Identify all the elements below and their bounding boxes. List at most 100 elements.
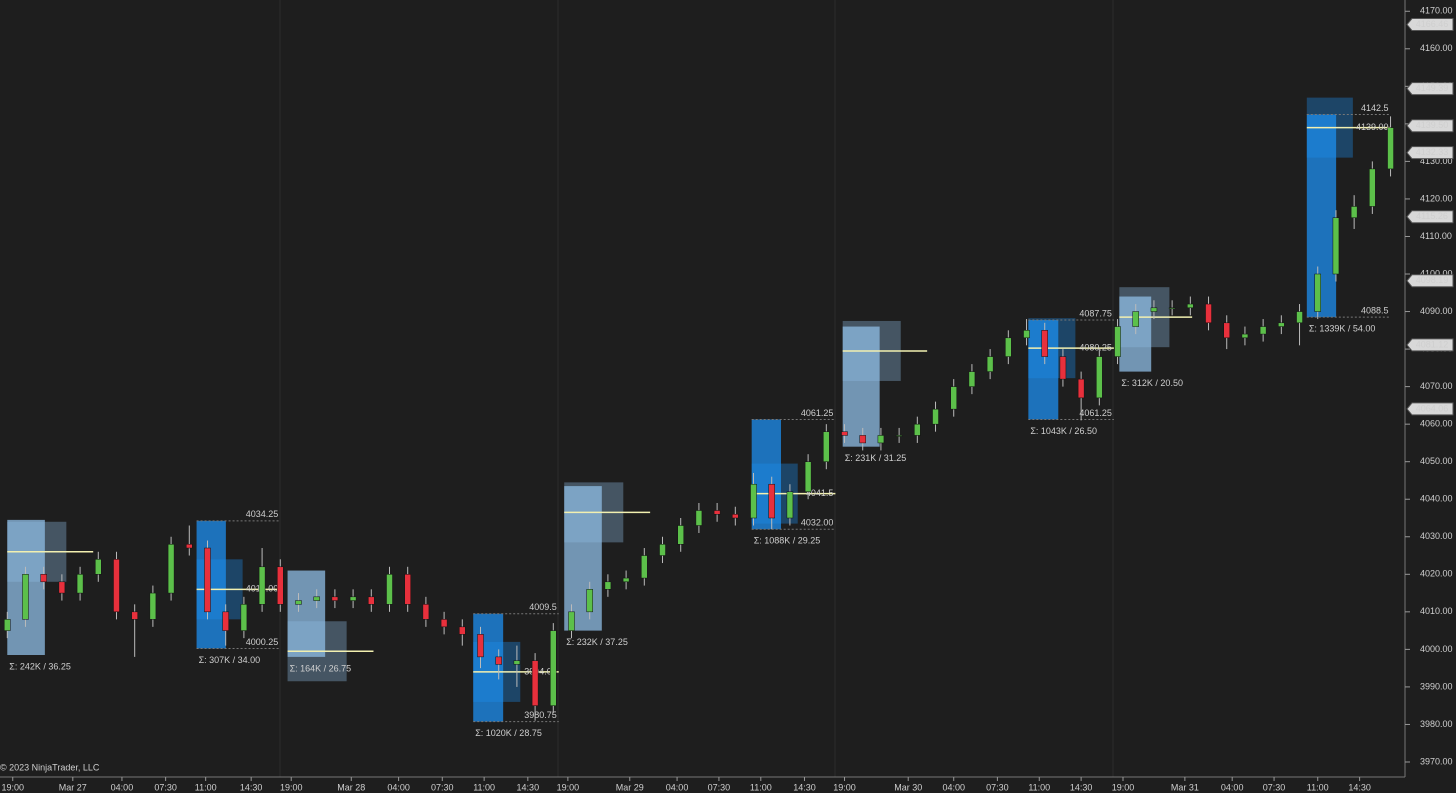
candle-body bbox=[1150, 307, 1158, 312]
candle-body bbox=[477, 634, 484, 658]
profile-poc-label: 4041.5 bbox=[806, 488, 834, 498]
candle-body bbox=[1132, 311, 1139, 327]
candle-body bbox=[1059, 356, 1067, 380]
candle-body bbox=[95, 559, 102, 575]
candle-body bbox=[1096, 356, 1103, 399]
candle-body bbox=[349, 596, 357, 601]
candle-body bbox=[22, 574, 29, 620]
x-tick-label: 19:00 bbox=[833, 782, 856, 792]
profile-low-label: 4000.25 bbox=[246, 637, 279, 647]
x-tick-label: Mar 30 bbox=[894, 782, 922, 792]
price-flag bbox=[1406, 82, 1454, 96]
y-tick-label: 4050.00 bbox=[1420, 456, 1453, 466]
price-flag-label: 4115.26 bbox=[1416, 211, 1448, 221]
x-tick-label: 11:00 bbox=[195, 782, 217, 792]
candle-body bbox=[695, 510, 703, 526]
x-tick-label: 19:00 bbox=[280, 782, 303, 792]
candle-body bbox=[1114, 326, 1121, 357]
volume-profile bbox=[473, 613, 504, 722]
profile-summary: Σ: 1020K / 28.75 bbox=[475, 728, 542, 738]
volume-profile bbox=[1306, 114, 1337, 318]
profile-low-label: 4061.25 bbox=[1079, 408, 1112, 418]
candle-body bbox=[932, 408, 939, 425]
price-flag-label: 4081.12 bbox=[1416, 339, 1449, 349]
candle-body bbox=[750, 483, 757, 519]
price-flag bbox=[1406, 402, 1454, 416]
profile-summary: Σ: 312K / 20.50 bbox=[1121, 378, 1183, 388]
x-tick-label: 07:30 bbox=[986, 782, 1009, 792]
price-flag-label: 4166.46 bbox=[1416, 19, 1449, 29]
candle-body bbox=[131, 611, 138, 620]
y-tick-label: 4130.00 bbox=[1420, 156, 1453, 166]
x-tick-label: 07:30 bbox=[1263, 782, 1286, 792]
candle-body bbox=[641, 555, 648, 579]
profile-summary: Σ: 1043K / 26.50 bbox=[1030, 426, 1097, 436]
candle-body bbox=[404, 574, 411, 605]
candle-body bbox=[1259, 326, 1267, 335]
y-tick-label: 3970.00 bbox=[1420, 756, 1453, 766]
candle-body bbox=[968, 371, 976, 387]
candle-body bbox=[149, 592, 157, 620]
candle-body bbox=[1369, 168, 1376, 207]
candle-body bbox=[895, 435, 903, 437]
candle-body bbox=[440, 619, 448, 628]
y-tick-label: 4030.00 bbox=[1420, 531, 1453, 541]
candle-body bbox=[459, 626, 466, 635]
candle-body bbox=[76, 574, 84, 594]
candle-body bbox=[622, 577, 630, 583]
x-tick-label: 04:00 bbox=[111, 782, 134, 792]
candle-body bbox=[313, 596, 320, 601]
price-flag bbox=[1406, 210, 1454, 224]
profile-low-label: 4088.5 bbox=[1361, 306, 1389, 316]
profile-poc-label: 4139.00 bbox=[1356, 122, 1389, 132]
y-tick-label: 4110.00 bbox=[1420, 231, 1452, 241]
x-tick-label: 04:00 bbox=[387, 782, 410, 792]
profile-high-label: 4034.25 bbox=[246, 509, 279, 519]
price-flag bbox=[1406, 18, 1454, 32]
profile-poc-label: 4080.25 bbox=[1079, 343, 1112, 353]
profile-summary: Σ: 1088K / 29.25 bbox=[754, 536, 821, 546]
x-tick-label: 11:00 bbox=[473, 782, 495, 792]
price-flag bbox=[1406, 119, 1454, 133]
candle-body bbox=[950, 386, 957, 410]
candle-body bbox=[113, 559, 120, 613]
x-tick-label: 07:30 bbox=[708, 782, 731, 792]
candle-body bbox=[1041, 330, 1048, 357]
x-tick-label: 04:00 bbox=[942, 782, 965, 792]
candle-body bbox=[1314, 273, 1321, 312]
price-flag bbox=[1406, 146, 1454, 160]
x-tick-label: Mar 31 bbox=[1171, 782, 1199, 792]
candle-body bbox=[186, 544, 193, 549]
y-tick-label: 4100.00 bbox=[1420, 268, 1453, 278]
x-tick-label: 11:00 bbox=[1307, 782, 1329, 792]
y-tick-label: 4120.00 bbox=[1420, 193, 1453, 203]
candle-body bbox=[1350, 206, 1358, 218]
profile-summary: Σ: 231K / 31.25 bbox=[845, 453, 907, 463]
price-flag bbox=[1406, 274, 1454, 288]
candle-body bbox=[1296, 311, 1303, 324]
candle-body bbox=[1023, 330, 1030, 339]
x-tick-label: 14:30 bbox=[517, 782, 540, 792]
x-tick-label: Mar 29 bbox=[616, 782, 644, 792]
x-tick-label: Mar 27 bbox=[59, 782, 87, 792]
volume-profile bbox=[842, 326, 880, 447]
candle-body bbox=[331, 596, 339, 601]
candle-body bbox=[1332, 217, 1340, 275]
candle-body bbox=[1205, 303, 1212, 324]
x-tick-label: 07:30 bbox=[154, 782, 177, 792]
candle-body bbox=[258, 566, 266, 605]
candle-body bbox=[277, 566, 284, 605]
y-tick-label: 4040.00 bbox=[1420, 494, 1453, 504]
profile-high-label: 4061.25 bbox=[801, 408, 834, 418]
candle-body bbox=[877, 435, 885, 444]
candle-body bbox=[368, 596, 375, 605]
y-tick-label: 4020.00 bbox=[1420, 569, 1453, 579]
candle-body bbox=[713, 510, 721, 515]
profile-summary: Σ: 1339K / 54.00 bbox=[1309, 324, 1376, 334]
x-tick-label: 07:30 bbox=[431, 782, 454, 792]
candle-body bbox=[823, 431, 830, 462]
x-tick-label: 14:30 bbox=[1070, 782, 1093, 792]
profile-summary: Σ: 164K / 26.75 bbox=[290, 663, 352, 673]
candle-body bbox=[914, 423, 921, 436]
